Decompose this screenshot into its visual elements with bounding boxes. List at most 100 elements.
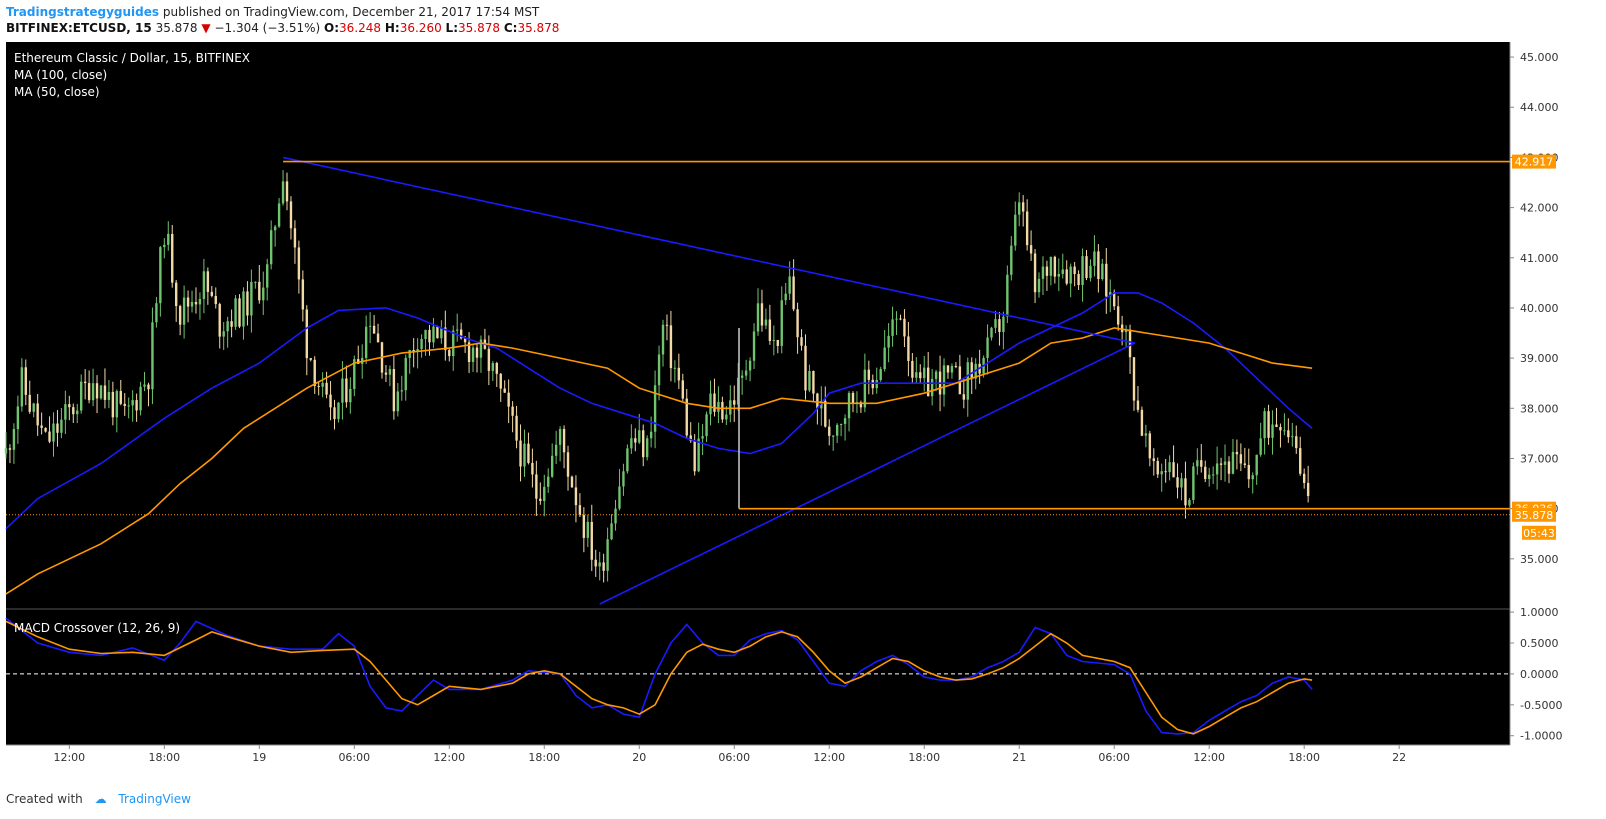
chart-canvas[interactable]: 45.00044.00043.00042.00041.00040.00039.0… (0, 42, 1606, 764)
candle-body (764, 319, 768, 326)
candle-body (1211, 474, 1215, 476)
time-axis[interactable]: 12:00 18:00 19 06:00 12:00 18:00 20 06:00 12:00 1… (53, 745, 1406, 764)
candle-body (907, 336, 910, 361)
candle-body (353, 359, 356, 389)
candle-body (1033, 253, 1037, 293)
candle-body (392, 369, 396, 412)
candle-body (642, 430, 645, 458)
time-tick-label: 21 (1012, 751, 1026, 764)
candle-body (1176, 477, 1179, 488)
countdown-box (1522, 525, 1556, 540)
candle-body (174, 282, 178, 307)
candle-body (285, 181, 289, 202)
candle-body (254, 281, 257, 283)
candle-body (76, 410, 79, 415)
macd-axis[interactable]: 1.0000 0.5000 0.0000 -0.5000 -1.0000 (1510, 606, 1562, 743)
candle-body (1172, 462, 1175, 478)
candle-body (1065, 269, 1068, 284)
time-tick-label: 22 (1392, 751, 1406, 764)
candle-body (1180, 478, 1183, 488)
candle-body (590, 521, 593, 560)
candle-body (1204, 466, 1207, 479)
candle-body (1287, 430, 1290, 438)
candle-body (1025, 211, 1029, 246)
price-pane[interactable] (4, 156, 1510, 605)
candle-body (238, 298, 241, 327)
candle-body (147, 384, 150, 390)
candle-body (408, 349, 411, 358)
candle-body (1073, 266, 1076, 275)
candle-body (653, 385, 657, 432)
candle-body (586, 521, 590, 538)
high-label: H: (384, 21, 400, 35)
candle-body (210, 291, 214, 296)
candle-body (167, 233, 170, 245)
candle-body (954, 365, 958, 367)
candle-body (887, 335, 890, 348)
candle-body (159, 247, 162, 304)
candle-body (388, 369, 392, 375)
macd-tick-label: -1.0000 (1520, 730, 1562, 743)
candle-body (341, 378, 344, 403)
candle-body (804, 345, 807, 391)
candle-body (1085, 256, 1088, 279)
candle-body (820, 400, 823, 409)
candle-body (816, 393, 819, 409)
candle-body (859, 402, 863, 408)
candle-body (1018, 202, 1021, 215)
candle-body (543, 486, 546, 502)
candle-body (32, 403, 35, 412)
author-link[interactable]: Tradingstrategyguides (6, 5, 160, 19)
candle-body (289, 201, 293, 229)
candle-body (614, 508, 617, 524)
candle-body (1002, 316, 1005, 332)
macd-pane[interactable] (5, 617, 1510, 735)
candle-body (40, 425, 43, 428)
time-tick-label: 12:00 (813, 751, 845, 764)
candle-body (503, 388, 506, 393)
candle-body (796, 309, 799, 338)
candle-body (218, 304, 221, 337)
candle-body (349, 388, 352, 403)
candle-body (511, 406, 514, 416)
candle-body (28, 394, 31, 412)
candle-body (226, 321, 229, 332)
candle-body (321, 382, 324, 387)
candle-body (626, 448, 629, 472)
candle-body (91, 383, 95, 401)
candle-body (808, 370, 811, 391)
candle-body (234, 298, 237, 327)
candle-body (135, 400, 138, 411)
time-tick-label: 18:00 (1288, 751, 1320, 764)
macd-tick-label: -0.5000 (1520, 699, 1562, 712)
candle-body (1192, 466, 1195, 500)
candle-body (1021, 202, 1025, 212)
candle-body (843, 418, 847, 424)
candle-body (630, 438, 633, 449)
candle-body (273, 226, 277, 231)
candle-body (262, 287, 265, 301)
candle-body (950, 365, 954, 373)
candle-body (717, 401, 720, 412)
candle-body (143, 384, 146, 387)
candle-body (384, 372, 388, 375)
candle-body (812, 370, 815, 394)
price-tick-label: 37.000 (1520, 452, 1559, 465)
price-axis[interactable]: 45.00044.00043.00042.00041.00040.00039.0… (1510, 51, 1559, 566)
candle-body (80, 381, 83, 411)
candle-body (186, 297, 190, 307)
level-label: 42.917 (1515, 156, 1554, 169)
candle-body (733, 400, 736, 405)
tradingview-link[interactable]: TradingView (118, 792, 191, 806)
candle-body (558, 429, 562, 445)
chart-title: Ethereum Classic / Dollar, 15, BITFINEX (14, 51, 250, 65)
candle-body (622, 471, 625, 487)
candle-body (923, 367, 926, 379)
candle-body (246, 291, 249, 316)
tradingview-logo-icon: ☁ (94, 792, 107, 806)
candle-body (12, 429, 16, 450)
candle-body (535, 474, 538, 499)
candle-body (1259, 438, 1262, 455)
candle-body (83, 381, 87, 384)
price-tick-label: 38.000 (1520, 402, 1559, 415)
